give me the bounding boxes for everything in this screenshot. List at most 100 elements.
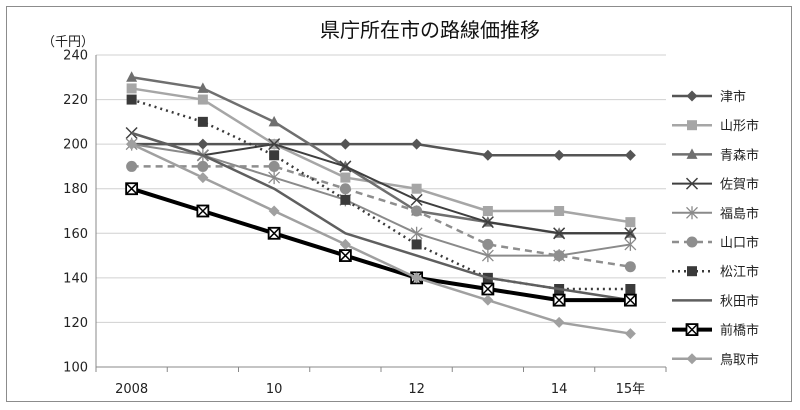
- legend-marker: [686, 90, 698, 102]
- marker-cross: [196, 204, 209, 218]
- data-point: [625, 217, 636, 228]
- legend-marker: [686, 148, 698, 159]
- legend-item-8: 秋田市: [672, 293, 759, 309]
- x-tick-label: 2008: [115, 382, 148, 397]
- legend-marker: [685, 323, 699, 337]
- marker-cross: [553, 294, 566, 307]
- series-line: [131, 131, 631, 302]
- y-tick-label: 240: [63, 49, 88, 64]
- series-line: [131, 165, 631, 268]
- series-4: [125, 126, 637, 240]
- marker-cross: [339, 249, 352, 262]
- data-point: [338, 249, 352, 262]
- x-tick-label: 14: [551, 382, 568, 397]
- y-axis-unit-label: （千円）: [42, 35, 94, 50]
- data-point: [411, 205, 423, 217]
- data-point: [624, 227, 637, 240]
- chart-title: 県庁所在市の路線価推移: [320, 18, 540, 42]
- y-tick-label: 200: [63, 138, 88, 153]
- legend-item-1: 津市: [672, 89, 746, 105]
- data-point: [410, 193, 423, 206]
- marker-cross: [624, 294, 637, 307]
- y-tick-label: 160: [63, 227, 88, 242]
- legend-label: 福島市: [720, 206, 759, 222]
- data-point: [126, 160, 138, 172]
- data-point: [624, 328, 636, 340]
- series-6: [126, 160, 636, 273]
- data-point: [481, 249, 494, 263]
- series-9: [125, 182, 637, 307]
- y-tick-label: 180: [63, 182, 88, 197]
- data-point: [481, 282, 495, 296]
- legend-label: 青森市: [720, 147, 759, 163]
- legend-label: 松江市: [720, 264, 759, 280]
- data-point: [553, 316, 565, 328]
- legend-label: 佐賀市: [720, 177, 759, 193]
- legend-label: 鳥取市: [720, 352, 759, 368]
- data-point: [126, 83, 137, 94]
- legend-item-9: 前橋市: [672, 323, 759, 339]
- legend-item-6: 山口市: [672, 235, 759, 251]
- y-tick-label: 120: [63, 316, 88, 331]
- series-line: [131, 143, 631, 257]
- data-point: [624, 149, 636, 161]
- legend-label: 秋田市: [720, 293, 759, 309]
- legend-item-10: 鳥取市: [672, 352, 759, 368]
- y-tick-label: 220: [63, 93, 88, 108]
- x-tick-label: 12: [408, 382, 425, 397]
- legend-item-5: 福島市: [672, 206, 759, 222]
- legend-label: 前橋市: [720, 323, 759, 339]
- data-point: [411, 239, 422, 250]
- data-point: [126, 94, 137, 105]
- legend-item-4: 佐賀市: [672, 177, 759, 193]
- data-point: [197, 138, 209, 150]
- data-point: [552, 293, 566, 307]
- series-7: [126, 94, 636, 294]
- data-point: [410, 226, 423, 240]
- data-point: [268, 205, 280, 217]
- data-point: [268, 115, 280, 127]
- legend-item-3: 青森市: [672, 147, 759, 163]
- legend-label: 山口市: [720, 235, 759, 251]
- data-point: [624, 261, 636, 273]
- series-10: [126, 138, 636, 340]
- series-8: [131, 131, 631, 302]
- axes: 100 120 140 160 180 200 220 240 2008 10 12 14 15年: [63, 49, 667, 397]
- data-point: [482, 294, 494, 306]
- legend-label: 津市: [720, 89, 746, 105]
- data-point: [269, 150, 280, 161]
- data-point: [411, 138, 423, 150]
- data-point: [554, 206, 565, 216]
- marker-cross: [125, 182, 138, 195]
- data-point: [623, 293, 637, 307]
- legend-marker: [687, 120, 697, 131]
- legend-marker: [687, 266, 697, 277]
- chart-frame: [6, 6, 792, 402]
- data-point: [481, 216, 494, 229]
- data-point: [197, 172, 209, 184]
- legend-marker: [685, 177, 699, 190]
- data-point: [339, 138, 351, 150]
- legend-marker: [686, 206, 698, 220]
- series-line: [131, 143, 631, 335]
- data-point: [411, 272, 423, 284]
- marker-cross: [685, 323, 699, 336]
- series-line: [131, 132, 631, 235]
- y-tick-label: 140: [63, 271, 88, 286]
- data-point: [126, 138, 138, 150]
- legend-marker: [686, 353, 698, 365]
- series-line: [131, 186, 631, 303]
- data-point: [268, 138, 281, 151]
- data-point: [126, 71, 138, 82]
- data-point: [624, 237, 637, 251]
- y-tick-label: 100: [63, 361, 88, 376]
- marker-cross: [268, 227, 281, 240]
- data-point: [339, 183, 351, 195]
- data-point: [197, 160, 209, 172]
- legend-item-2: 山形市: [672, 118, 759, 134]
- data-point: [339, 160, 352, 173]
- x-tick-label: 15年: [616, 382, 646, 397]
- series-line: [131, 142, 631, 157]
